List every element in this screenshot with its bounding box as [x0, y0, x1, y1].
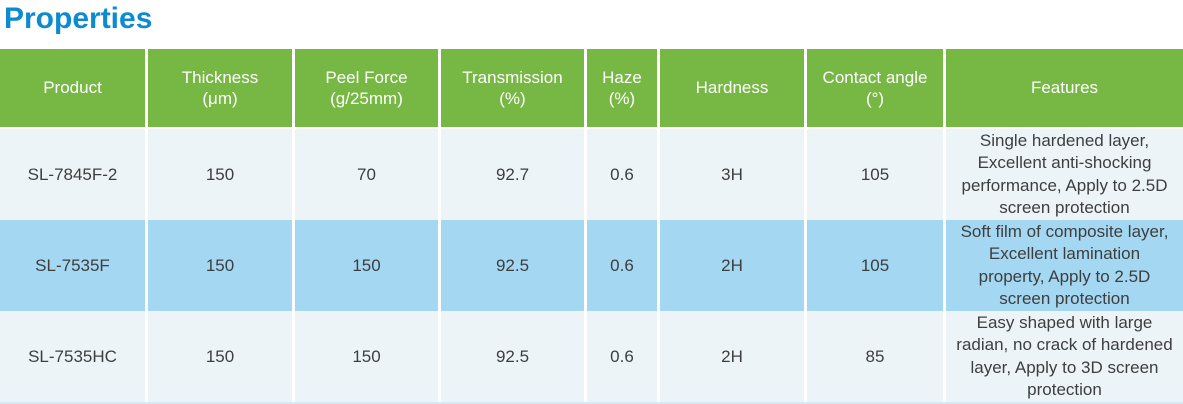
- table-row: SL-7535HC 150 150 92.5 0.6 2H 85 Easy sh…: [0, 311, 1183, 402]
- page-title: Properties: [4, 2, 153, 35]
- cell-contact-angle: 105: [807, 129, 943, 220]
- cell-product: SL-7845F-2: [0, 129, 145, 220]
- cell-contact-angle: 85: [807, 311, 943, 402]
- column-header-peel-force: Peel Force (g/25mm): [295, 49, 438, 127]
- table-row: SL-7535F 150 150 92.5 0.6 2H 105 Soft fi…: [0, 220, 1183, 311]
- column-header-unit: (°): [865, 89, 885, 108]
- column-header-haze: Haze (%): [587, 49, 657, 127]
- column-header-label: Features: [1030, 78, 1099, 98]
- column-header-contact-angle: Contact angle (°): [807, 49, 943, 127]
- cell-product: SL-7535F: [0, 220, 145, 311]
- cell-haze: 0.6: [587, 220, 657, 311]
- cell-haze: 0.6: [587, 129, 657, 220]
- column-header-hardness: Hardness: [660, 49, 804, 127]
- cell-product: SL-7535HC: [0, 311, 145, 402]
- column-header-label: Transmission: [462, 67, 563, 87]
- cell-hardness: 2H: [660, 220, 804, 311]
- cell-transmission: 92.5: [441, 220, 584, 311]
- cell-transmission: 92.5: [441, 311, 584, 402]
- cell-peel-force: 70: [295, 129, 438, 220]
- table-row: SL-7845F-2 150 70 92.7 0.6 3H 105 Single…: [0, 129, 1183, 220]
- column-header-unit: (%): [499, 89, 526, 108]
- cell-features: Easy shaped with large radian, no crack …: [946, 311, 1183, 402]
- column-header-label: Hardness: [695, 78, 769, 98]
- column-header-label: Haze: [602, 67, 642, 87]
- column-header-label: Peel Force: [325, 67, 408, 87]
- cell-thickness: 150: [148, 220, 292, 311]
- cell-haze: 0.6: [587, 311, 657, 402]
- cell-features: Soft film of composite layer, Excellent …: [946, 220, 1183, 311]
- column-header-thickness: Thickness (μm): [148, 49, 292, 127]
- cell-transmission: 92.7: [441, 129, 584, 220]
- properties-table: Product Thickness (μm) Peel Force (g/25m…: [0, 49, 1183, 402]
- column-header-product: Product: [0, 49, 145, 127]
- cell-contact-angle: 105: [807, 220, 943, 311]
- column-header-features: Features: [946, 49, 1183, 127]
- column-header-transmission: Transmission (%): [441, 49, 584, 127]
- table-header-row: Product Thickness (μm) Peel Force (g/25m…: [0, 49, 1183, 127]
- cell-features: Single hardened layer, Excellent anti-sh…: [946, 129, 1183, 220]
- column-header-unit: (%): [608, 89, 636, 108]
- column-header-label: Product: [43, 78, 102, 98]
- cell-hardness: 2H: [660, 311, 804, 402]
- cell-peel-force: 150: [295, 311, 438, 402]
- column-header-label: Thickness: [181, 67, 259, 87]
- column-header-unit: (μm): [202, 89, 238, 108]
- cell-thickness: 150: [148, 129, 292, 220]
- cell-peel-force: 150: [295, 220, 438, 311]
- column-header-label: Contact angle: [822, 67, 928, 87]
- column-header-unit: (g/25mm): [330, 89, 403, 108]
- cell-hardness: 3H: [660, 129, 804, 220]
- cell-thickness: 150: [148, 311, 292, 402]
- table-bottom-border: [0, 402, 1183, 404]
